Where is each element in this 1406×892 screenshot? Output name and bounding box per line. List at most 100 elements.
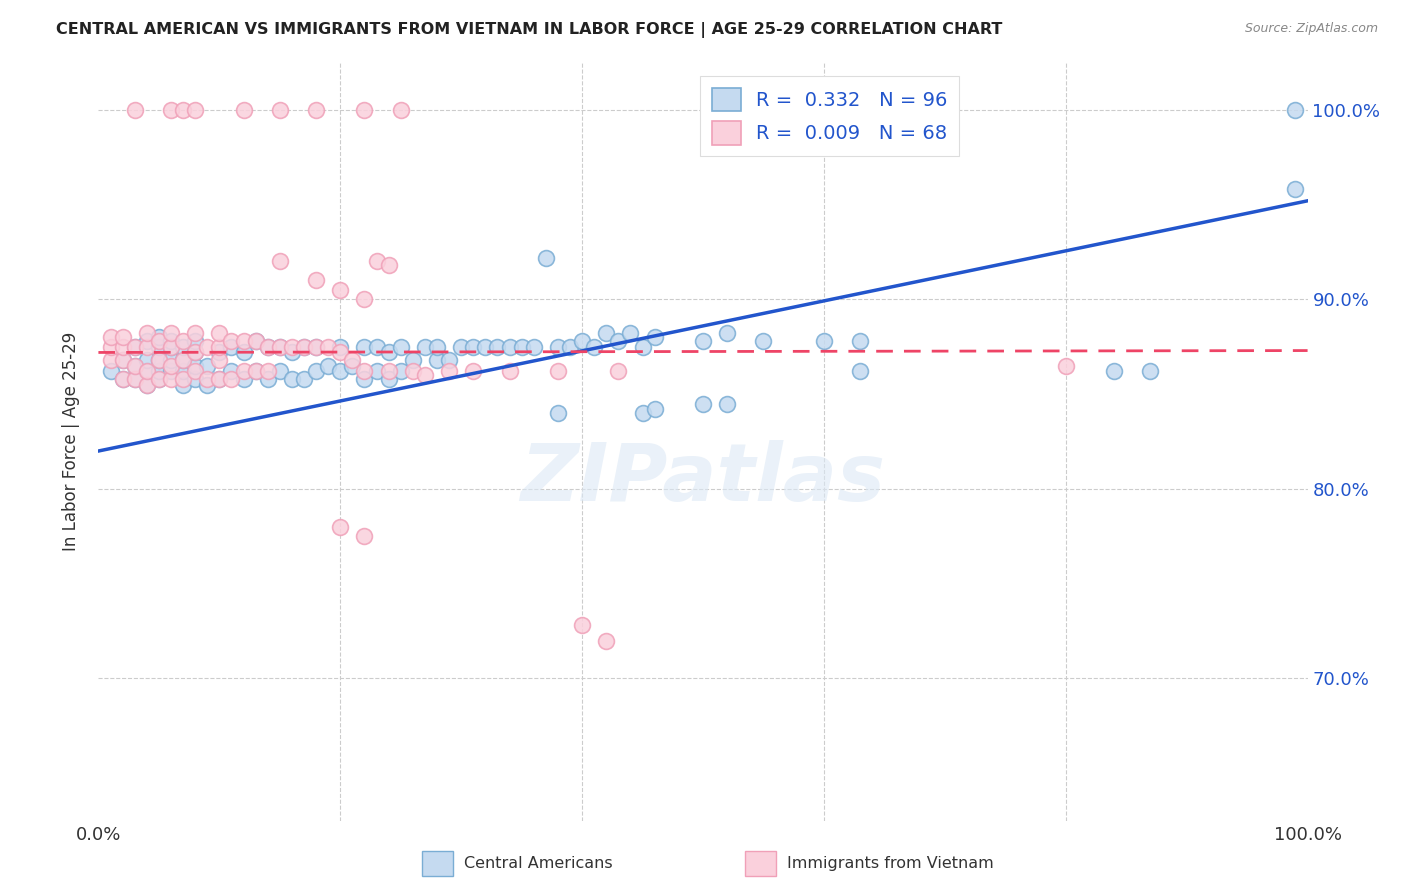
Point <box>1139 364 1161 378</box>
Point <box>329 283 352 297</box>
Text: CENTRAL AMERICAN VS IMMIGRANTS FROM VIETNAM IN LABOR FORCE | AGE 25-29 CORRELATI: CENTRAL AMERICAN VS IMMIGRANTS FROM VIET… <box>56 22 1002 38</box>
Point <box>221 364 243 378</box>
Point <box>402 353 425 368</box>
Point <box>269 254 291 268</box>
Point <box>377 364 399 378</box>
Point <box>124 340 146 354</box>
Point <box>135 377 157 392</box>
Point <box>184 372 207 386</box>
Point <box>305 273 328 287</box>
Point <box>208 372 231 386</box>
Point <box>631 340 654 354</box>
Point <box>111 353 134 368</box>
Point <box>256 372 278 386</box>
Point <box>195 372 218 386</box>
Point <box>100 364 122 378</box>
Point <box>426 340 449 354</box>
Point <box>160 359 183 373</box>
Point <box>160 364 183 378</box>
Point <box>160 334 183 348</box>
Text: Source: ZipAtlas.com: Source: ZipAtlas.com <box>1244 22 1378 36</box>
Point <box>463 340 485 354</box>
Point <box>160 372 183 386</box>
Point <box>148 372 170 386</box>
Point <box>716 396 738 410</box>
Point <box>221 340 243 354</box>
Point <box>184 326 207 341</box>
Point <box>281 340 304 354</box>
Legend: R =  0.332   N = 96, R =  0.009   N = 68: R = 0.332 N = 96, R = 0.009 N = 68 <box>700 76 959 156</box>
Point <box>100 340 122 354</box>
Point <box>1054 359 1077 373</box>
Point <box>607 334 630 348</box>
Point <box>184 359 207 373</box>
Point <box>1102 364 1125 378</box>
Point <box>232 372 254 386</box>
Point <box>402 364 425 378</box>
Point <box>100 330 122 344</box>
Point <box>305 340 328 354</box>
Point <box>849 364 872 378</box>
Point <box>305 364 328 378</box>
Point <box>450 340 472 354</box>
Point <box>571 334 593 348</box>
Point <box>111 372 134 386</box>
Point <box>644 330 666 344</box>
Point <box>195 377 218 392</box>
Point <box>135 364 157 378</box>
Point <box>111 353 134 368</box>
Point <box>366 254 388 268</box>
Point <box>523 340 546 354</box>
Point <box>281 345 304 359</box>
Point <box>124 372 146 386</box>
Point <box>692 334 714 348</box>
Point <box>184 334 207 348</box>
Point <box>160 326 183 341</box>
Point <box>510 340 533 354</box>
Point <box>269 340 291 354</box>
Point <box>148 364 170 378</box>
Point <box>208 340 231 354</box>
Point <box>195 359 218 373</box>
Point <box>305 340 328 354</box>
Point <box>547 340 569 354</box>
Point <box>232 345 254 359</box>
Point <box>353 340 375 354</box>
Point <box>353 293 375 307</box>
Point <box>547 364 569 378</box>
Point <box>256 340 278 354</box>
Point <box>437 364 460 378</box>
Point <box>135 340 157 354</box>
Point <box>692 396 714 410</box>
Point <box>100 353 122 368</box>
Point <box>305 103 328 117</box>
Point <box>329 520 352 534</box>
Point <box>437 353 460 368</box>
Point <box>389 364 412 378</box>
Point <box>124 372 146 386</box>
Point <box>644 402 666 417</box>
Point <box>172 103 194 117</box>
Point <box>135 334 157 348</box>
Point <box>135 364 157 378</box>
Point <box>111 372 134 386</box>
Point <box>329 340 352 354</box>
Point <box>316 340 339 354</box>
Point <box>148 353 170 368</box>
Point <box>245 364 267 378</box>
Point <box>148 372 170 386</box>
Point <box>124 359 146 373</box>
Point <box>389 103 412 117</box>
Point <box>221 334 243 348</box>
Point <box>474 340 496 354</box>
Point <box>292 340 315 354</box>
Point <box>389 340 412 354</box>
Point <box>269 340 291 354</box>
Point <box>269 364 291 378</box>
Point <box>148 334 170 348</box>
Point <box>208 353 231 368</box>
Point <box>232 103 254 117</box>
Point <box>342 359 364 373</box>
Point <box>184 345 207 359</box>
Y-axis label: In Labor Force | Age 25-29: In Labor Force | Age 25-29 <box>62 332 80 551</box>
